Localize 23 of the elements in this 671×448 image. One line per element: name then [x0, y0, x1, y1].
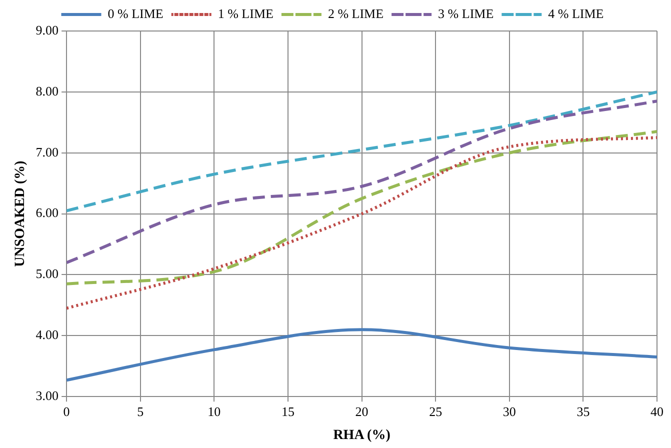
- legend-label: 3 % LIME: [438, 6, 494, 21]
- y-axis-title: UNSOAKED (%): [13, 160, 28, 267]
- legend-label: 0 % LIME: [108, 6, 164, 21]
- legend-label: 1 % LIME: [218, 6, 274, 21]
- x-tick-label: 30: [502, 404, 516, 419]
- x-tick-label: 10: [208, 404, 221, 419]
- legend-label: 4 % LIME: [548, 6, 604, 21]
- x-tick-label: 15: [281, 404, 294, 419]
- legend-label: 2 % LIME: [328, 6, 384, 21]
- y-tick-label: 6.00: [36, 205, 59, 220]
- y-tick-label: 5.00: [36, 266, 59, 282]
- x-axis-title: RHA (%): [333, 428, 391, 444]
- x-tick-label: 40: [650, 404, 664, 419]
- x-tick-label: 5: [137, 404, 144, 419]
- y-tick-label: 8.00: [36, 83, 59, 98]
- x-tick-label: 25: [429, 404, 442, 419]
- y-tick-label: 9.00: [36, 22, 59, 38]
- x-tick-label: 35: [576, 404, 590, 419]
- x-tick-label: 20: [355, 404, 368, 419]
- y-tick-label: 4.00: [36, 327, 59, 342]
- x-tick-label: 0: [63, 404, 70, 419]
- y-tick-label: 7.00: [36, 144, 59, 160]
- y-tick-label: 3.00: [36, 388, 59, 404]
